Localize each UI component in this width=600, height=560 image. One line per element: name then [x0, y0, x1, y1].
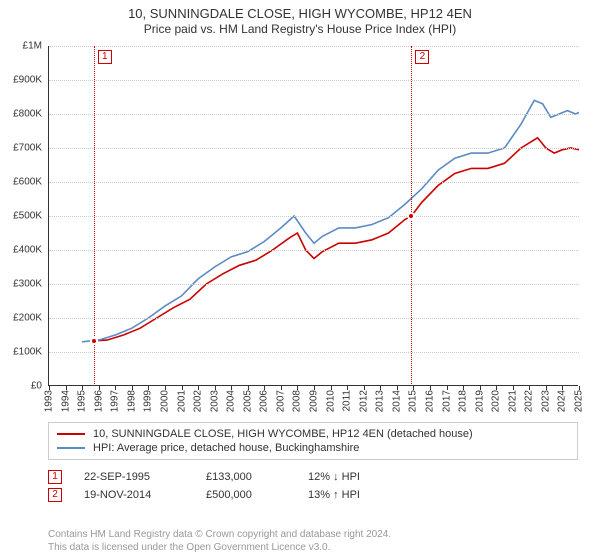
x-axis-label: 1995 [77, 390, 88, 412]
sale-marker-box: 2 [415, 50, 429, 64]
x-axis-label: 1999 [143, 390, 154, 412]
chart-container: 10, SUNNINGDALE CLOSE, HIGH WYCOMBE, HP1… [0, 0, 600, 560]
gridline [49, 284, 579, 285]
gridline [49, 182, 579, 183]
x-axis-label: 2009 [309, 390, 320, 412]
x-axis-label: 2003 [209, 390, 220, 412]
x-axis-label: 2004 [226, 390, 237, 412]
x-axis-label: 2024 [557, 390, 568, 412]
x-axis-label: 2002 [193, 390, 204, 412]
x-axis-label: 1997 [110, 390, 121, 412]
chart-title: 10, SUNNINGDALE CLOSE, HIGH WYCOMBE, HP1… [0, 6, 600, 21]
y-axis-label: £700K [13, 143, 42, 154]
gridline [49, 352, 579, 353]
sale-marker-box: 1 [98, 50, 112, 64]
y-axis-label: £900K [13, 75, 42, 86]
x-axis-label: 2022 [524, 390, 535, 412]
x-axis-label: 2023 [540, 390, 551, 412]
sale-row: 2 19-NOV-2014 £500,000 13% ↑ HPI [48, 486, 578, 504]
x-axis-label: 2016 [424, 390, 435, 412]
x-axis-label: 2011 [342, 390, 353, 412]
gridline [49, 80, 579, 81]
x-axis-label: 1994 [60, 390, 71, 412]
y-axis-label: £400K [13, 245, 42, 256]
series-hpi [82, 100, 579, 341]
legend-box: 10, SUNNINGDALE CLOSE, HIGH WYCOMBE, HP1… [48, 422, 578, 460]
x-axis-label: 2014 [391, 390, 402, 412]
y-axis-label: £1M [23, 41, 42, 52]
title-block: 10, SUNNINGDALE CLOSE, HIGH WYCOMBE, HP1… [0, 0, 600, 38]
sale-diff: 13% ↑ HPI [308, 489, 408, 501]
legend-label: 10, SUNNINGDALE CLOSE, HIGH WYCOMBE, HP1… [93, 428, 473, 440]
legend-swatch [57, 447, 85, 449]
sale-row-marker: 2 [48, 488, 62, 502]
x-axis-label: 2006 [259, 390, 270, 412]
x-axis-label: 2019 [474, 390, 485, 412]
sale-row: 1 22-SEP-1995 £133,000 12% ↓ HPI [48, 468, 578, 486]
sale-price: £500,000 [206, 489, 286, 501]
sale-marker-dot [407, 212, 415, 220]
x-axis-label: 1993 [44, 390, 55, 412]
legend-block: 10, SUNNINGDALE CLOSE, HIGH WYCOMBE, HP1… [48, 422, 578, 504]
series-property [94, 138, 579, 341]
sale-row-marker: 1 [48, 470, 62, 484]
x-axis-label: 1998 [126, 390, 137, 412]
gridline [49, 46, 579, 47]
x-axis-label: 2000 [159, 390, 170, 412]
gridline [49, 318, 579, 319]
x-axis-label: 2001 [176, 390, 187, 412]
sale-price: £133,000 [206, 471, 286, 483]
footnote: Contains HM Land Registry data © Crown c… [48, 528, 578, 554]
sale-diff: 12% ↓ HPI [308, 471, 408, 483]
x-axis-label: 2015 [408, 390, 419, 412]
y-axis-label: £100K [13, 347, 42, 358]
x-axis-label: 2012 [358, 390, 369, 412]
footnote-line: Contains HM Land Registry data © Crown c… [48, 528, 578, 541]
x-axis-label: 2013 [375, 390, 386, 412]
sales-table: 1 22-SEP-1995 £133,000 12% ↓ HPI 2 19-NOV-201… [48, 468, 578, 504]
gridline [49, 250, 579, 251]
x-axis-label: 2010 [325, 390, 336, 412]
x-axis-label: 2005 [242, 390, 253, 412]
chart-area: £0£100K£200K£300K£400K£500K£600K£700K£80… [48, 46, 578, 406]
x-axis-label: 2017 [441, 390, 452, 412]
x-axis-label: 2021 [507, 390, 518, 412]
legend-item: HPI: Average price, detached house, Buck… [57, 441, 569, 455]
y-axis-label: £300K [13, 279, 42, 290]
sale-marker-line [94, 46, 95, 386]
gridline [49, 114, 579, 115]
x-axis-label: 2008 [292, 390, 303, 412]
legend-label: HPI: Average price, detached house, Buck… [93, 442, 359, 454]
legend-item: 10, SUNNINGDALE CLOSE, HIGH WYCOMBE, HP1… [57, 427, 569, 441]
sale-marker-dot [90, 337, 98, 345]
y-axis-label: £0 [31, 381, 42, 392]
x-axis-label: 2025 [574, 390, 585, 412]
gridline [49, 216, 579, 217]
gridline [49, 148, 579, 149]
footnote-line: This data is licensed under the Open Gov… [48, 541, 578, 554]
legend-swatch [57, 433, 85, 435]
y-axis-label: £600K [13, 177, 42, 188]
plot-region: £0£100K£200K£300K£400K£500K£600K£700K£80… [48, 46, 578, 386]
sale-date: 22-SEP-1995 [84, 471, 184, 483]
y-axis-label: £500K [13, 211, 42, 222]
x-axis-label: 2018 [458, 390, 469, 412]
y-axis-label: £200K [13, 313, 42, 324]
x-axis-label: 2020 [491, 390, 502, 412]
x-axis-label: 2007 [275, 390, 286, 412]
x-axis-label: 1996 [93, 390, 104, 412]
chart-subtitle: Price paid vs. HM Land Registry's House … [0, 22, 600, 36]
sale-date: 19-NOV-2014 [84, 489, 184, 501]
y-axis-label: £800K [13, 109, 42, 120]
